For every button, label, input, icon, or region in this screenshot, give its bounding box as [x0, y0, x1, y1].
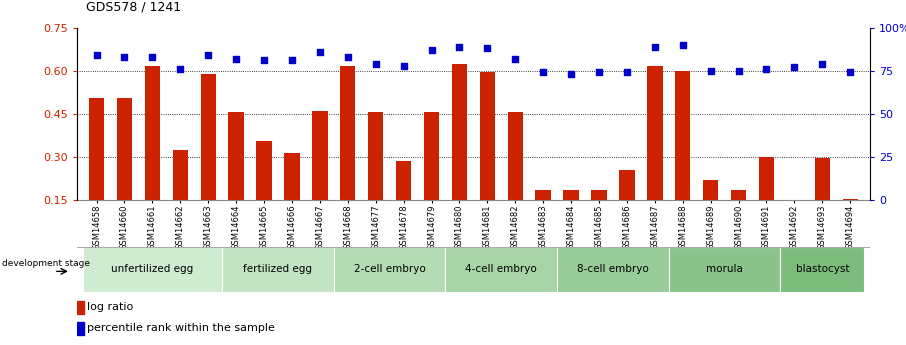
Bar	[222, 247, 333, 292]
Bar	[780, 247, 864, 292]
Bar	[507, 112, 523, 243]
Point	[90, 52, 104, 58]
Bar	[200, 73, 216, 243]
Bar	[786, 227, 802, 243]
Text: unfertilized egg: unfertilized egg	[111, 264, 194, 274]
Bar	[173, 150, 188, 243]
Point	[620, 70, 634, 75]
Bar	[446, 247, 557, 292]
Point	[592, 70, 606, 75]
Bar	[452, 63, 467, 243]
Bar	[228, 112, 244, 243]
Bar	[89, 98, 104, 243]
Bar	[256, 141, 272, 243]
Bar	[396, 161, 411, 243]
Bar	[82, 247, 222, 292]
Point	[452, 44, 467, 49]
Text: morula: morula	[706, 264, 743, 274]
Point	[703, 68, 718, 73]
Bar	[284, 152, 300, 243]
Point	[284, 58, 299, 63]
Bar	[675, 71, 690, 243]
Bar	[843, 199, 858, 243]
Bar	[731, 190, 747, 243]
Point	[313, 49, 327, 55]
Text: GDS578 / 1241: GDS578 / 1241	[86, 1, 181, 14]
Bar	[340, 66, 355, 243]
Point	[256, 58, 271, 63]
Point	[424, 47, 439, 53]
Bar	[535, 190, 551, 243]
Point	[843, 70, 857, 75]
Point	[229, 56, 244, 61]
Bar	[368, 112, 383, 243]
Bar	[564, 190, 579, 243]
Text: blastocyst: blastocyst	[795, 264, 849, 274]
Bar	[557, 247, 669, 292]
Bar	[479, 72, 495, 243]
Point	[815, 61, 830, 67]
Bar	[814, 158, 830, 243]
Point	[117, 54, 131, 60]
Text: percentile rank within the sample: percentile rank within the sample	[87, 323, 275, 333]
Point	[787, 65, 802, 70]
Bar	[333, 247, 446, 292]
Bar	[669, 247, 780, 292]
Bar	[619, 170, 634, 243]
Text: 2-cell embryo: 2-cell embryo	[353, 264, 426, 274]
Text: 8-cell embryo: 8-cell embryo	[577, 264, 649, 274]
Point	[508, 56, 523, 61]
Bar	[759, 157, 774, 243]
Bar	[313, 111, 328, 243]
Text: fertilized egg: fertilized egg	[244, 264, 313, 274]
Bar	[424, 112, 439, 243]
Point	[369, 61, 383, 67]
Bar	[647, 66, 662, 243]
Point	[564, 71, 578, 77]
Point	[145, 54, 159, 60]
Point	[341, 54, 355, 60]
Text: 4-cell embryo: 4-cell embryo	[466, 264, 537, 274]
Point	[759, 66, 774, 72]
Bar	[77, 301, 84, 314]
Bar	[592, 190, 607, 243]
Point	[731, 68, 746, 73]
Point	[676, 42, 690, 48]
Point	[396, 63, 410, 68]
Bar	[77, 322, 84, 335]
Point	[480, 46, 495, 51]
Point	[536, 70, 551, 75]
Point	[648, 44, 662, 49]
Bar	[145, 66, 160, 243]
Point	[201, 52, 216, 58]
Point	[173, 66, 188, 72]
Text: log ratio: log ratio	[87, 303, 133, 313]
Text: development stage: development stage	[2, 259, 90, 268]
Bar	[117, 98, 132, 243]
Bar	[703, 180, 718, 243]
